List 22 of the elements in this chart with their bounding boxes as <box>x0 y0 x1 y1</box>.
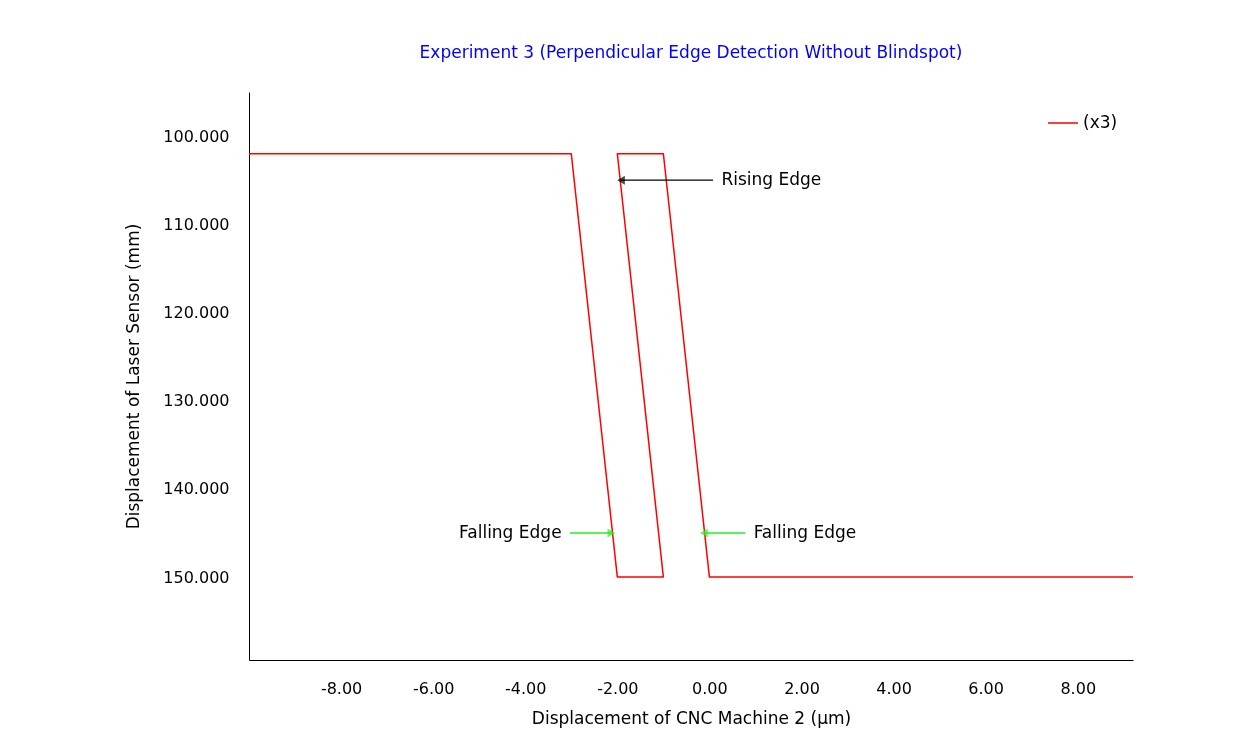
annotation: Falling Edge <box>753 521 857 542</box>
y-tick-label: 100.000 <box>163 126 230 146</box>
x-tick-label: -6.00 <box>412 678 455 698</box>
y-tick-label: 150.000 <box>163 567 230 587</box>
y-axis-title: Displacement of Laser Sensor (mm) <box>123 223 144 530</box>
x-tick-label: 4.00 <box>876 678 912 698</box>
x-tick-label: -4.00 <box>505 678 547 698</box>
x-tick-label: -8.00 <box>320 678 363 698</box>
y-tick-label: 120.000 <box>163 303 230 322</box>
x-tick-label: 0.00 <box>692 678 728 698</box>
chart-title: Experiment 3 (Perpendicular Edge Detection Without Blindspot) <box>419 42 963 62</box>
x-tick-label: -2.00 <box>597 678 639 698</box>
x-tick-label: 8.00 <box>1060 678 1097 698</box>
y-tick-label: 130.000 <box>163 391 230 411</box>
annotation: Falling Edge <box>459 521 562 542</box>
y-tick-label: 140.000 <box>163 479 230 499</box>
x-tick-label: 2.00 <box>784 678 820 698</box>
annotation: Rising Edge <box>721 169 822 190</box>
x-axis-title: Displacement of CNC Machine 2 (µm) <box>531 707 852 728</box>
legend-label: (x3) <box>1083 112 1118 132</box>
y-tick-label: 110.000 <box>163 214 230 234</box>
x-tick-label: 6.00 <box>968 678 1004 698</box>
